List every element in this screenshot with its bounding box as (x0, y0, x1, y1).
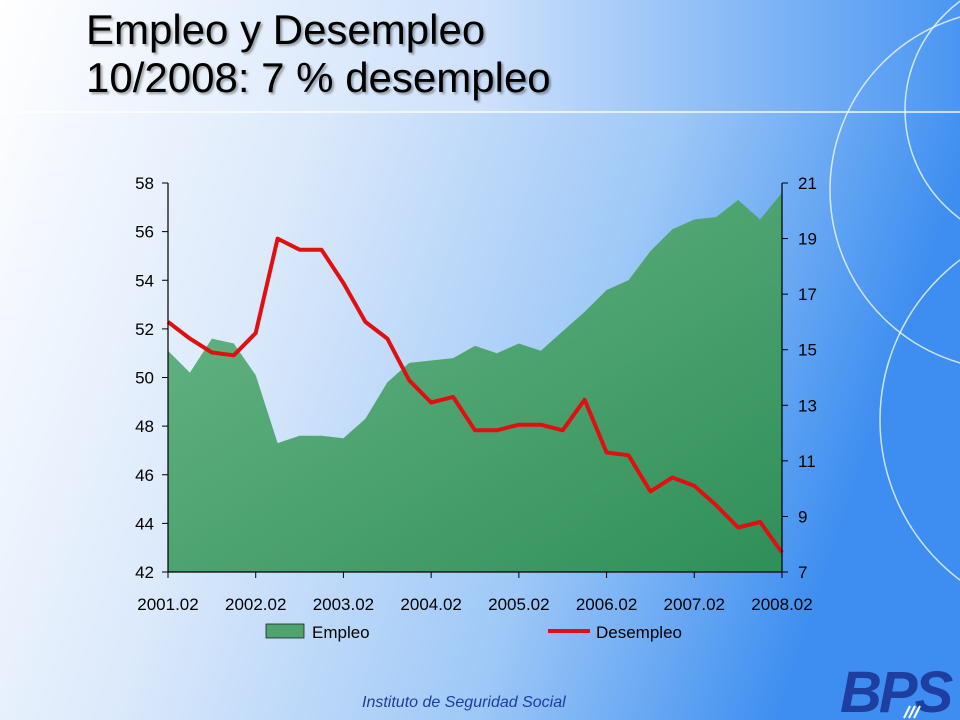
x-tick-label: 2001.02 (137, 595, 198, 614)
x-tick-label: 2008.02 (751, 595, 812, 614)
right-y-tick-label: 15 (798, 341, 817, 360)
svg-text:BPS: BPS (840, 660, 954, 720)
left-y-tick-label: 52 (135, 320, 154, 339)
left-y-tick-label: 48 (135, 417, 154, 436)
right-y-tick-label: 9 (798, 507, 807, 526)
empleo-area (168, 192, 782, 572)
slide-title-line1: Empleo y Desempleo (86, 6, 486, 53)
x-tick-label: 2005.02 (488, 595, 549, 614)
right-y-tick-label: 13 (798, 396, 817, 415)
left-y-tick-label: 54 (135, 271, 154, 290)
desempleo-line (166, 236, 784, 554)
right-y-tick-label: 17 (798, 285, 817, 304)
right-y-tick-label: 19 (798, 230, 817, 249)
footer-institution: Instituto de Seguridad Social (362, 694, 566, 711)
left-y-tick-label: 56 (135, 223, 154, 242)
right-y-tick-label: 21 (798, 174, 817, 193)
legend-desempleo-label: Desempleo (596, 623, 682, 642)
x-tick-label: 2004.02 (400, 595, 461, 614)
x-tick-label: 2006.02 (576, 595, 637, 614)
right-y-tick-label: 7 (798, 563, 807, 582)
legend-empleo-swatch (265, 623, 305, 639)
chart-legend: Empleo Desempleo (265, 623, 682, 642)
legend-empleo-label: Empleo (312, 623, 370, 642)
left-y-tick-label: 44 (135, 514, 154, 533)
x-tick-label: 2003.02 (313, 595, 374, 614)
left-y-tick-label: 58 (135, 174, 154, 193)
slide-title-line2: 10/2008: 7 % desempleo (86, 54, 551, 101)
x-tick-label: 2002.02 (225, 595, 286, 614)
left-y-tick-label: 50 (135, 369, 154, 388)
left-y-tick-label: 46 (135, 466, 154, 485)
x-tick-label: 2007.02 (664, 595, 725, 614)
bps-logo: BPS (840, 660, 957, 720)
right-y-tick-label: 11 (798, 452, 816, 471)
left-y-tick-label: 42 (135, 563, 154, 582)
